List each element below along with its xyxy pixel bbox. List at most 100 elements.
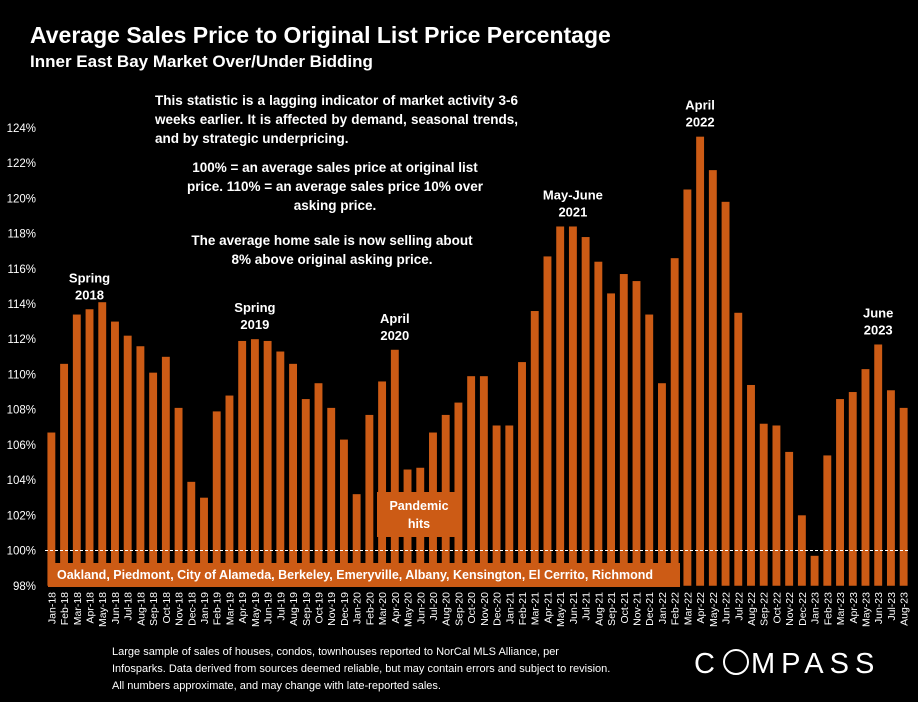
bar — [123, 335, 132, 586]
bar — [721, 201, 730, 586]
bar — [645, 314, 654, 586]
x-tick-label: Oct-22 — [771, 592, 783, 624]
x-tick-label: Mar-19 — [224, 592, 236, 625]
bar — [467, 376, 476, 586]
x-tick-label: May-20 — [403, 592, 415, 627]
bar — [327, 407, 336, 586]
bar — [848, 392, 857, 586]
bar — [212, 411, 221, 586]
y-tick-label: 124% — [7, 123, 36, 135]
logo-text-start: C — [694, 648, 721, 680]
y-tick-label: 120% — [7, 193, 36, 205]
x-tick-label: Nov-19 — [326, 592, 338, 626]
note-current-status: The average home sale is now selling abo… — [191, 233, 473, 267]
x-tick-label: Aug-20 — [441, 592, 453, 626]
compass-logo: C MPASS — [694, 648, 880, 681]
x-tick-label: Jul-22 — [733, 592, 745, 621]
x-tick-label: Apr-23 — [848, 592, 860, 624]
bar — [492, 425, 501, 586]
x-tick-label: Sep-18 — [148, 592, 160, 626]
bar — [161, 356, 170, 586]
y-tick-label: 110% — [7, 369, 36, 381]
x-tick-label: May-23 — [860, 592, 872, 627]
bar — [339, 439, 348, 586]
bar — [225, 395, 234, 586]
x-tick-label: Oct-21 — [619, 592, 631, 624]
x-tick-label: Jul-21 — [581, 592, 593, 621]
peak-annotation: April 2020 — [380, 311, 410, 343]
x-tick-label: Apr-21 — [542, 592, 554, 624]
x-tick-label: Jan-22 — [657, 592, 669, 624]
pandemic-label: Pandemic hits — [377, 492, 461, 537]
x-tick-label: Jan-20 — [352, 592, 364, 624]
bar — [772, 425, 781, 586]
bar — [810, 555, 819, 586]
x-tick-label: Sep-22 — [759, 592, 771, 626]
x-tick-label: Dec-21 — [644, 592, 656, 626]
x-tick-label: Apr-22 — [695, 592, 707, 624]
bar — [619, 274, 628, 586]
x-tick-label: Feb-20 — [364, 592, 376, 625]
bar — [518, 362, 526, 586]
x-tick-label: Oct-19 — [313, 592, 325, 624]
bar — [365, 414, 374, 586]
y-tick-label: 116% — [7, 264, 36, 276]
page-subtitle: Inner East Bay Market Over/Under Bidding — [30, 52, 373, 71]
bar — [250, 339, 259, 586]
x-tick-label: Jan-21 — [504, 592, 516, 624]
y-tick-label: 98% — [13, 581, 36, 593]
region-label: Oakland, Piedmont, City of Alameda, Berk… — [48, 563, 680, 587]
bar — [200, 497, 208, 586]
y-tick-label: 100% — [7, 546, 36, 558]
footnote: Large sample of sales of houses, condos,… — [112, 646, 611, 692]
peak-annotation: May-June 2021 — [543, 188, 603, 220]
x-tick-label: Dec-19 — [339, 592, 351, 626]
x-tick-label: May-18 — [97, 592, 109, 627]
bar — [747, 384, 755, 586]
bar — [785, 451, 794, 586]
peak-annotation: June 2023 — [863, 306, 893, 338]
bar — [47, 432, 56, 586]
x-tick-label: Apr-18 — [85, 592, 97, 624]
x-tick-label: Jul-18 — [123, 592, 135, 621]
x-tick-label: Sep-20 — [453, 592, 465, 626]
y-tick-label: 102% — [7, 510, 36, 522]
bar — [111, 321, 119, 586]
bar — [861, 369, 870, 586]
bar — [276, 351, 285, 586]
bar — [263, 340, 272, 586]
x-tick-label: Jul-20 — [428, 592, 440, 621]
x-tick-label: Jun-23 — [873, 592, 885, 624]
x-tick-label: Nov-20 — [479, 592, 491, 626]
bar — [556, 226, 565, 586]
x-tick-label: Nov-21 — [632, 592, 644, 626]
x-tick-label: Feb-23 — [822, 592, 834, 625]
bar — [899, 407, 908, 586]
x-tick-label: Jun-20 — [415, 592, 427, 624]
bar — [581, 237, 590, 586]
bar — [886, 390, 895, 586]
bar — [72, 314, 81, 586]
bar — [836, 399, 844, 586]
bar — [759, 423, 768, 586]
x-tick-label: Apr-20 — [390, 592, 402, 624]
x-tick-label: Jan-19 — [199, 592, 211, 624]
x-tick-label: Nov-18 — [174, 592, 186, 626]
x-tick-label: Feb-18 — [59, 592, 71, 625]
x-tick-label: Sep-19 — [301, 592, 313, 626]
y-tick-label: 122% — [7, 158, 36, 170]
bar — [505, 425, 514, 586]
bar — [174, 407, 183, 586]
x-tick-label: Dec-22 — [797, 592, 809, 626]
x-tick-label: Jan-18 — [46, 592, 58, 624]
x-tick-label: Jun-22 — [721, 592, 733, 624]
bar — [607, 293, 616, 586]
page-title: Average Sales Price to Original List Pri… — [30, 22, 611, 48]
x-tick-label: Aug-21 — [593, 592, 605, 626]
x-tick-label: Aug-19 — [288, 592, 300, 626]
bar — [378, 381, 387, 586]
bar — [289, 363, 297, 586]
bar — [658, 383, 666, 586]
x-tick-label: Dec-18 — [186, 592, 198, 626]
